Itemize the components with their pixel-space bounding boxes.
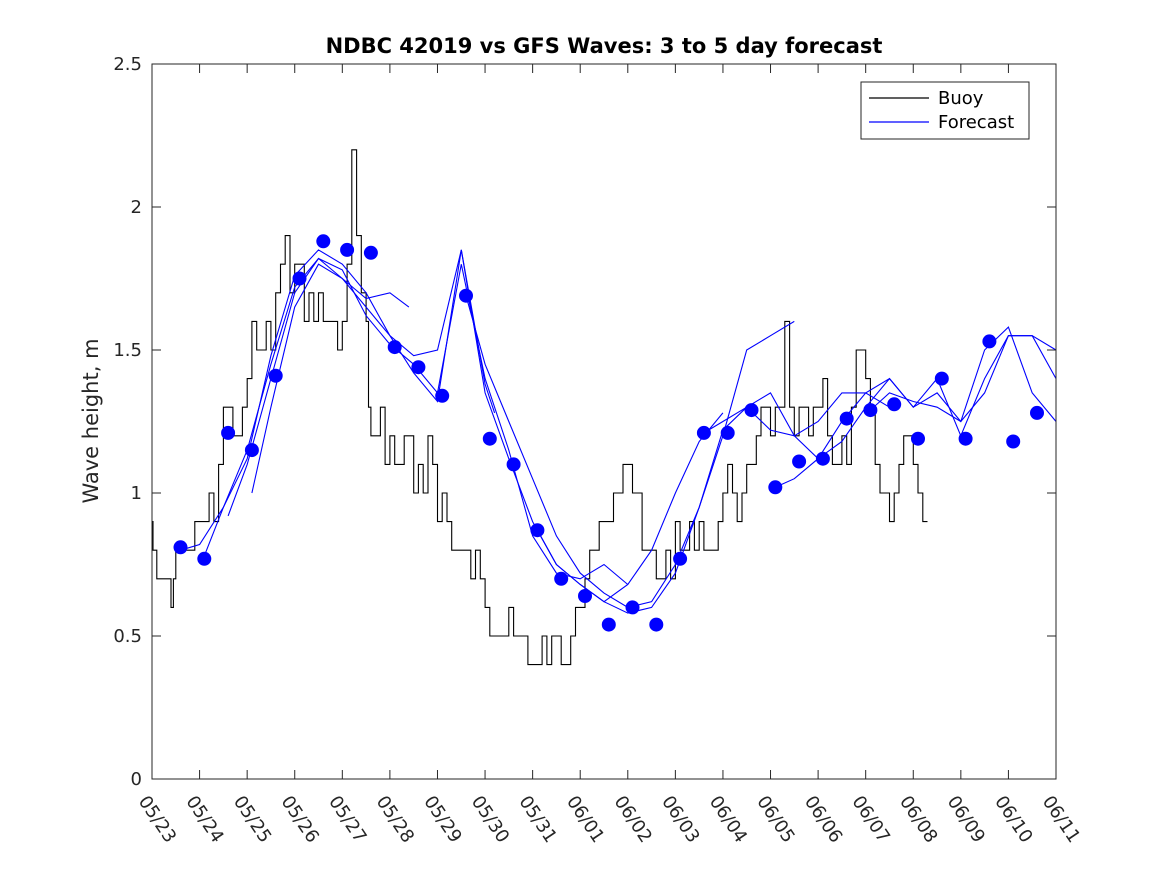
legend-label-forecast: Forecast	[938, 112, 1014, 133]
forecast-marker	[363, 245, 378, 260]
forecast-marker	[1030, 405, 1044, 420]
x-tick-label: 06/06	[800, 792, 846, 847]
forecast-marker	[911, 431, 925, 446]
forecast-marker	[482, 431, 497, 446]
x-tick-label: 05/26	[277, 792, 323, 847]
forecast-marker	[197, 551, 212, 566]
x-tick-label: 05/25	[229, 792, 275, 847]
chart-title: NDBC 42019 vs GFS Waves: 3 to 5 day fore…	[326, 34, 883, 58]
x-tick-label: 06/04	[705, 792, 751, 847]
forecast-marker	[768, 480, 783, 495]
y-tick-label: 1	[131, 483, 142, 504]
x-tick-label: 06/11	[1038, 792, 1084, 847]
plot-area	[152, 64, 1057, 779]
forecast-marker	[696, 425, 711, 440]
x-tick-label: 05/23	[134, 792, 180, 847]
plot-background	[152, 64, 1056, 779]
forecast-marker	[1006, 434, 1021, 449]
x-tick-label: 05/28	[372, 792, 418, 847]
forecast-marker	[887, 397, 902, 412]
forecast-marker	[387, 340, 402, 355]
forecast-marker	[173, 540, 188, 555]
legend: Buoy Forecast	[860, 81, 1030, 140]
forecast-marker	[506, 457, 521, 472]
forecast-marker	[839, 411, 854, 426]
x-tick-label: 05/27	[324, 792, 370, 847]
axes-box	[151, 63, 1057, 780]
forecast-marker	[601, 617, 616, 632]
forecast-marker	[221, 425, 236, 440]
legend-label-buoy: Buoy	[938, 88, 984, 109]
forecast-marker	[459, 288, 473, 303]
forecast-marker	[982, 334, 997, 349]
forecast-marker	[268, 368, 283, 383]
legend-box	[860, 81, 1030, 140]
x-tick-label: 06/02	[610, 792, 656, 847]
forecast-marker	[435, 388, 450, 403]
forecast-marker	[958, 431, 973, 446]
forecast-marker	[792, 454, 807, 469]
forecast-marker	[625, 600, 640, 615]
forecast-marker	[673, 551, 688, 566]
x-tick-label: 06/05	[752, 792, 798, 847]
forecast-marker	[554, 571, 569, 586]
x-tick-label: 06/03	[657, 792, 703, 847]
forecast-run-line-1	[180, 257, 410, 551]
x-tick-label: 05/30	[467, 792, 513, 847]
x-tick-label: 06/07	[848, 792, 894, 847]
y-tick-label: 1.5	[113, 340, 142, 361]
forecast-marker	[340, 242, 355, 257]
forecast-marker	[530, 523, 545, 538]
forecast-marker	[720, 425, 735, 440]
forecast-marker	[649, 617, 664, 632]
y-tick-label: 2.5	[113, 54, 142, 75]
forecast-marker	[815, 451, 830, 466]
y-tick-label: 0.5	[113, 626, 142, 647]
forecast-run-line-4	[251, 249, 724, 603]
forecast-run-line-9	[870, 326, 1057, 423]
forecast-marker	[578, 589, 592, 603]
x-tick-label: 06/08	[895, 792, 941, 847]
forecast-run-line-7	[703, 335, 1057, 460]
forecast-run-line-2	[203, 249, 496, 557]
forecast-marker	[244, 443, 259, 458]
y-tick-label: 0	[131, 769, 142, 790]
y-axis-label: Wave height, m	[79, 338, 103, 503]
forecast-marker	[744, 403, 759, 418]
forecast-marker	[411, 360, 426, 375]
x-tick-label: 05/29	[419, 792, 465, 847]
y-tick-label: 2	[131, 197, 142, 218]
x-tick-label: 05/24	[181, 792, 227, 847]
x-tick-label: 05/31	[514, 792, 560, 847]
forecast-marker	[292, 271, 307, 286]
forecast-marker	[316, 234, 331, 249]
forecast-marker	[934, 371, 949, 386]
x-tick-label: 06/09	[943, 792, 989, 847]
forecast-run-line-6	[536, 392, 890, 614]
x-tick-label: 06/01	[562, 792, 608, 847]
x-tick-label: 06/10	[990, 792, 1036, 847]
forecast-marker	[863, 403, 878, 418]
